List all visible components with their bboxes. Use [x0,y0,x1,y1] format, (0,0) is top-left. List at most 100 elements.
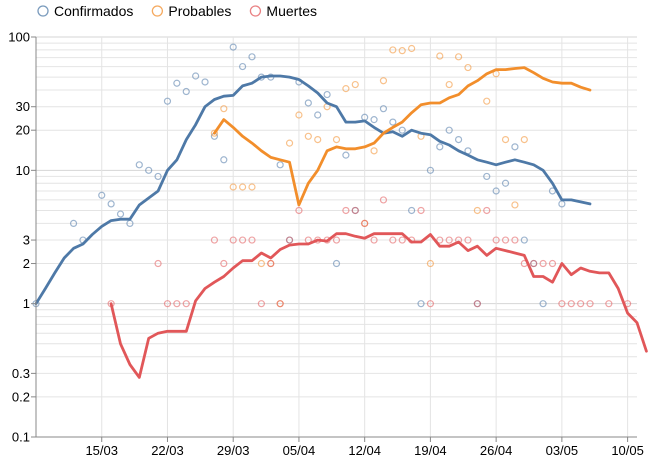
point-probables [464,63,472,72]
point-confirmados [417,300,425,308]
point-probables [238,183,247,191]
point-confirmados [379,105,388,113]
legend-label-confirmados: Confirmados [54,3,133,19]
point-confirmados [314,111,322,119]
point-probables [520,136,528,144]
point-probables [257,259,265,268]
point-probables [285,139,294,147]
point-probables [408,44,416,53]
point-probables [229,183,237,191]
legend-marker-muertes [249,5,262,17]
y-tick-label: 3 [23,233,30,248]
point-confirmados [304,99,312,107]
axes: 15/03 22/03 29/03 05/04 12/04 19/04 26/04 03/05… [8,30,644,459]
point-muertes [267,259,275,268]
point-probables [351,80,359,89]
point-probables [332,136,341,144]
y-tick-label: 10 [16,163,30,178]
point-muertes [417,206,425,215]
point-confirmados [483,172,491,181]
point-confirmados [116,210,125,218]
point-confirmados [501,179,510,187]
point-probables [445,80,453,89]
point-muertes [398,236,406,244]
point-muertes [436,236,444,244]
point-muertes [248,236,256,244]
grid [36,36,637,438]
point-confirmados [192,72,200,80]
point-confirmados [323,90,331,99]
point-muertes [154,259,162,268]
point-confirmados [145,166,153,174]
point-probables [314,136,322,144]
point-confirmados [398,126,406,134]
point-probables [379,77,388,85]
line-probables [213,66,592,207]
x-tick-label: 10/05 [611,443,644,458]
point-probables [501,136,510,144]
point-probables [398,47,406,55]
line-muertes [109,232,648,379]
point-confirmados [201,78,209,86]
point-muertes [530,259,538,268]
point-muertes [257,300,265,308]
point-probables [304,132,312,140]
point-confirmados [389,118,397,126]
x-tick-label: 05/04 [283,443,316,458]
point-muertes [276,300,284,308]
point-probables [295,111,303,119]
plot-area [32,43,648,379]
x-tick-label: 03/05 [546,443,579,458]
y-tick-label: 0.3 [12,366,30,381]
point-muertes [473,300,481,308]
point-confirmados [173,79,181,87]
point-probables [342,85,350,93]
point-confirmados [229,43,237,51]
point-confirmados [511,143,519,151]
y-tick-label: 100 [8,30,30,45]
point-probables [210,129,219,137]
point-confirmados [98,191,106,199]
point-muertes [464,236,472,244]
y-tick-label: 2 [23,256,30,271]
legend-marker-probables [151,5,164,17]
x-tick-label: 22/03 [151,443,184,458]
y-tick-label: 0.2 [12,389,30,404]
point-muertes [220,259,228,268]
point-muertes [548,259,557,268]
point-probables [370,147,378,155]
point-confirmados [436,143,444,151]
point-probables [511,201,519,209]
legend-label-muertes: Muertes [266,3,317,19]
point-muertes [539,259,547,268]
point-muertes [342,206,350,215]
point-muertes [173,300,181,308]
point-confirmados [539,300,547,308]
point-confirmados [248,53,256,61]
point-muertes [163,300,172,308]
y-tick-label: 1 [23,296,30,311]
point-muertes [379,196,388,204]
point-probables [220,105,228,113]
point-muertes [586,300,594,308]
point-muertes [511,236,519,244]
point-muertes [577,300,585,308]
x-tick-label: 15/03 [85,443,118,458]
point-probables [436,52,444,60]
point-probables [248,183,256,191]
point-muertes [492,236,500,244]
point-confirmados [276,161,284,169]
line-confirmados [34,74,592,306]
point-probables [426,259,435,268]
point-confirmados [520,236,528,244]
point-confirmados [69,219,78,227]
point-muertes [426,300,435,308]
point-muertes [295,206,303,215]
point-confirmados [238,62,247,71]
point-muertes [285,236,294,244]
point-confirmados [163,97,172,105]
point-muertes [567,300,575,308]
point-confirmados [408,206,416,215]
y-tick-label: 30 [16,99,30,114]
